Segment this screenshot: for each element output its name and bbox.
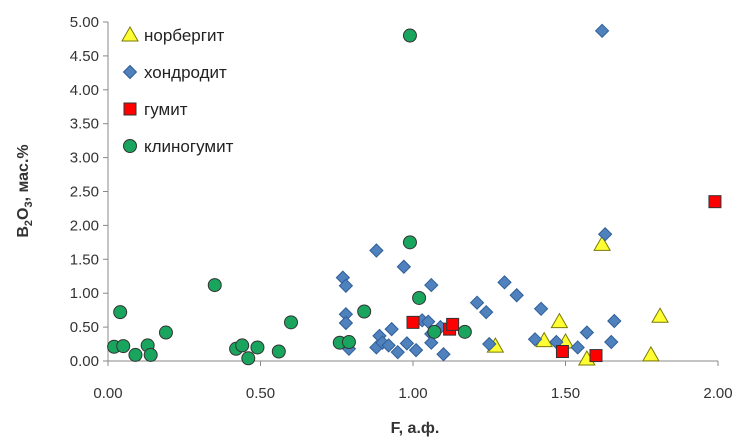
data-point	[338, 278, 354, 293]
y-tick-label: 4.50	[70, 48, 99, 65]
data-point	[341, 335, 356, 350]
data-point	[457, 324, 472, 339]
legend-label: гумит	[144, 100, 188, 119]
data-point	[570, 340, 585, 355]
data-point	[396, 259, 412, 274]
data-point	[482, 336, 497, 352]
series-circle	[107, 28, 472, 366]
data-point	[469, 295, 485, 310]
data-point	[399, 336, 415, 351]
data-point	[589, 349, 603, 363]
data-point	[357, 304, 372, 319]
x-tick-label: 2.00	[703, 385, 732, 402]
data-point	[408, 342, 424, 358]
data-point	[241, 351, 256, 366]
series-diamond	[335, 23, 622, 362]
y-tick-label: 0.00	[70, 353, 99, 370]
x-tick-label: 0.50	[246, 385, 275, 402]
data-point	[550, 312, 569, 329]
data-point	[158, 325, 173, 340]
data-point	[402, 28, 417, 43]
legend-marker	[121, 25, 139, 42]
data-point	[402, 235, 417, 250]
data-point	[597, 227, 613, 242]
y-tick-label: 2.00	[70, 217, 99, 234]
data-point	[594, 23, 610, 39]
data-point	[143, 347, 158, 362]
data-point	[436, 347, 451, 362]
y-axis-title-sub: 2	[23, 220, 35, 226]
legend-label: хондродит	[144, 63, 227, 82]
x-tick-label: 0.00	[93, 385, 122, 402]
data-point	[250, 340, 265, 355]
series-square	[406, 195, 722, 363]
y-tick-label: 2.50	[70, 184, 99, 201]
legend-label: норбергит	[144, 26, 224, 45]
data-point	[478, 304, 494, 320]
x-axis-title: F, а.ф.	[391, 420, 440, 437]
data-point	[708, 195, 722, 209]
data-point	[604, 334, 619, 350]
y-axis-title-tail: , мас.%	[15, 144, 32, 201]
legend: норбергит хондродит гумит клиногумит	[121, 25, 234, 156]
data-point	[384, 321, 399, 337]
legend-marker	[123, 139, 137, 153]
y-axis-title-mid: O	[15, 207, 32, 219]
data-point	[593, 235, 611, 251]
data-point	[509, 288, 524, 303]
data-point	[427, 324, 442, 339]
data-point	[651, 307, 669, 323]
data-point	[369, 243, 384, 258]
data-point	[527, 332, 543, 347]
data-point	[406, 315, 420, 329]
data-point	[421, 314, 436, 329]
y-axis-title: B2O3, мас.%	[15, 144, 35, 237]
legend-marker	[122, 64, 138, 80]
y-tick-label: 1.50	[70, 251, 99, 268]
y-tick-label: 0.50	[70, 319, 99, 336]
y-ticks: 0.00 0.50 1.00 1.50 2.00 2.50 3.00 3.50 4.00 4.50…	[70, 14, 108, 370]
y-axis-title-sub2: 3	[23, 201, 35, 207]
x-tick-label: 1.00	[398, 385, 427, 402]
data-point	[555, 345, 569, 359]
y-tick-label: 3.50	[70, 116, 99, 133]
data-point	[113, 305, 128, 320]
data-point	[338, 315, 354, 331]
data-point	[533, 301, 549, 317]
y-axis-title-base: B	[15, 226, 32, 238]
data-point	[235, 338, 250, 353]
x-ticks: 0.00 0.50 1.00 1.50 2.00	[93, 361, 733, 402]
legend-marker	[123, 102, 137, 116]
y-tick-label: 4.00	[70, 82, 99, 99]
data-point	[579, 325, 595, 340]
data-point	[128, 347, 143, 362]
y-tick-label: 3.00	[70, 150, 99, 167]
data-point	[381, 338, 396, 353]
data-point	[207, 278, 222, 293]
data-point	[446, 317, 460, 331]
y-tick-label: 5.00	[70, 14, 99, 31]
legend-label: клиногумит	[144, 137, 234, 156]
data-points	[107, 23, 722, 366]
data-point	[424, 335, 439, 350]
data-point	[390, 344, 405, 360]
data-point	[271, 344, 286, 359]
data-point	[497, 275, 512, 290]
y-tick-label: 1.00	[70, 285, 99, 302]
x-tick-label: 1.50	[551, 385, 580, 402]
data-point	[642, 345, 660, 362]
data-point	[412, 290, 427, 305]
data-point	[116, 339, 131, 354]
data-point	[284, 315, 298, 330]
data-point	[607, 313, 622, 329]
data-point	[424, 277, 439, 293]
